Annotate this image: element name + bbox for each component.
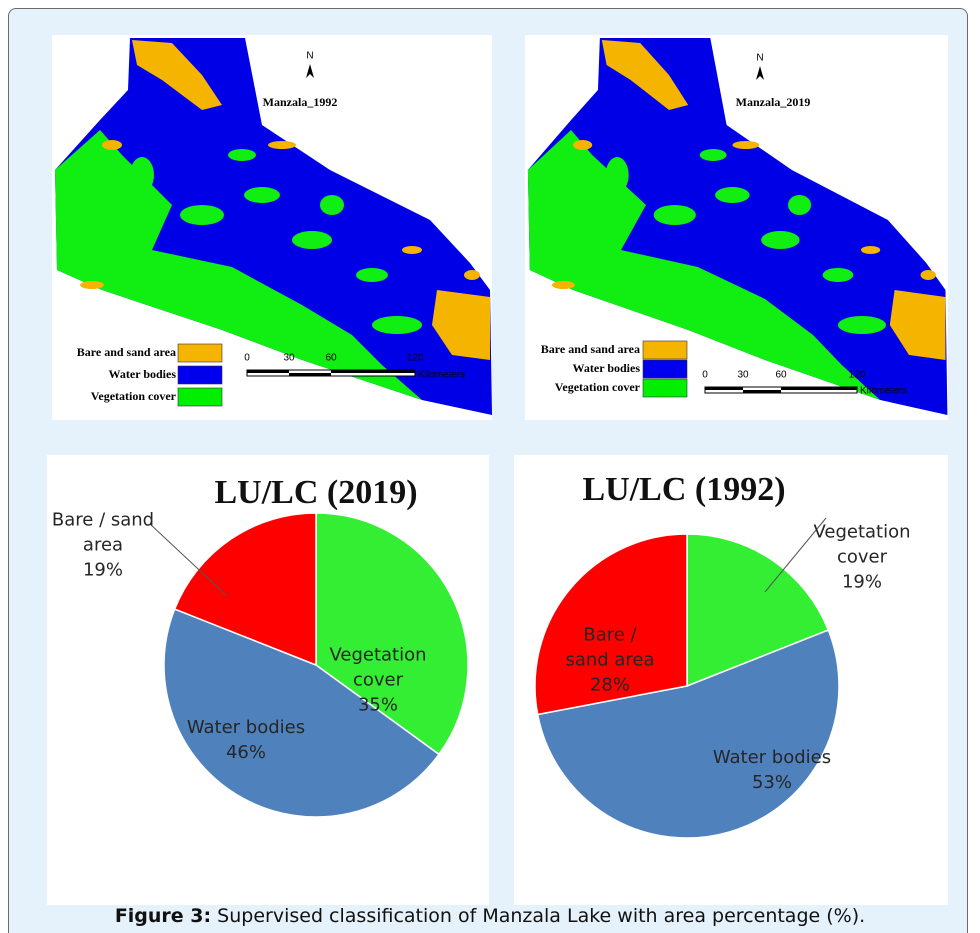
value-label: 19% [797, 570, 927, 595]
vegetation-patch [823, 268, 854, 282]
vegetation-patch [130, 157, 154, 193]
scale-segment [247, 370, 289, 373]
legend-label: Bare and sand area [541, 342, 640, 356]
caption-label: Figure 3: [115, 905, 211, 927]
vegetation-patch [761, 231, 799, 249]
value-label: 19% [48, 558, 158, 583]
vegetation-patch [715, 187, 750, 203]
legend-label: Water bodies [109, 367, 177, 381]
legend-swatch [178, 344, 222, 362]
sand-patch [552, 281, 575, 289]
legend-label: Vegetation cover [555, 380, 641, 394]
legend-label: Water bodies [573, 361, 641, 375]
category-label: Vegetation cover [318, 643, 438, 693]
sand-patch [402, 246, 422, 254]
legend-swatch [643, 360, 687, 378]
scale-unit: Kilometers [418, 370, 465, 381]
sand-patch [732, 141, 759, 149]
scale-label: 60 [325, 353, 337, 364]
sand-patch [268, 141, 296, 149]
scale-label: 120 [407, 353, 424, 364]
north-label: N [756, 53, 763, 64]
value-label: 53% [692, 770, 852, 795]
category-label: Water bodies [692, 745, 852, 770]
legend-swatch [643, 341, 687, 359]
sand-patch [573, 140, 592, 150]
category-label: Vegetation cover [797, 520, 927, 570]
scale-segment [331, 370, 415, 373]
category-label: Water bodies [166, 715, 326, 740]
legend-label: Bare and sand area [77, 345, 176, 359]
scale-segment [781, 387, 857, 390]
vegetation-patch [700, 149, 727, 161]
vegetation-patch [788, 195, 811, 215]
value-label: 28% [560, 673, 660, 698]
vegetation-patch [320, 195, 344, 215]
scale-label: 30 [737, 370, 749, 381]
page: N Manzala_1992 Bare and sand area Water bod… [0, 0, 980, 933]
scale-label: 0 [702, 370, 708, 381]
scale-segment [743, 390, 781, 393]
legend-swatch [178, 388, 222, 406]
legend-label: Vegetation cover [91, 389, 177, 403]
scale-segment [705, 387, 743, 390]
caption: Figure 3: Supervised classification of M… [0, 905, 980, 927]
vegetation-patch [372, 316, 422, 334]
map-title: Manzala_1992 [263, 95, 338, 109]
vegetation-patch [292, 231, 332, 249]
sand-patch [921, 270, 936, 280]
scale-unit: Kilometers [860, 386, 907, 397]
chart-title: LU/LC (1992) [582, 471, 785, 508]
legend-swatch [643, 379, 687, 397]
vegetation-patch [356, 268, 388, 282]
caption-text: Supervised classification of Manzala Lak… [217, 905, 865, 927]
vegetation-patch [244, 187, 280, 203]
sand-patch [464, 270, 480, 280]
north-label: N [306, 51, 313, 62]
vegetation-patch [654, 205, 696, 225]
vegetation-patch [838, 316, 886, 334]
chart-title: LU/LC (2019) [214, 474, 417, 511]
scale-label: 0 [244, 353, 250, 364]
vegetation-patch [228, 149, 256, 161]
value-label: 35% [318, 693, 438, 718]
scale-segment [289, 373, 331, 376]
value-label: 46% [166, 740, 326, 765]
vegetation-patch [180, 205, 224, 225]
category-label: Bare / sand area [48, 508, 158, 558]
scale-label: 30 [283, 353, 295, 364]
sand-patch [861, 246, 880, 254]
legend-swatch [178, 366, 222, 384]
scale-label: 120 [849, 370, 866, 381]
vegetation-patch [606, 157, 629, 193]
map-title: Manzala_2019 [736, 95, 811, 109]
sand-patch [102, 140, 122, 150]
scale-label: 60 [775, 370, 787, 381]
category-label: Bare / sand area [560, 623, 660, 673]
sand-patch [80, 281, 104, 289]
